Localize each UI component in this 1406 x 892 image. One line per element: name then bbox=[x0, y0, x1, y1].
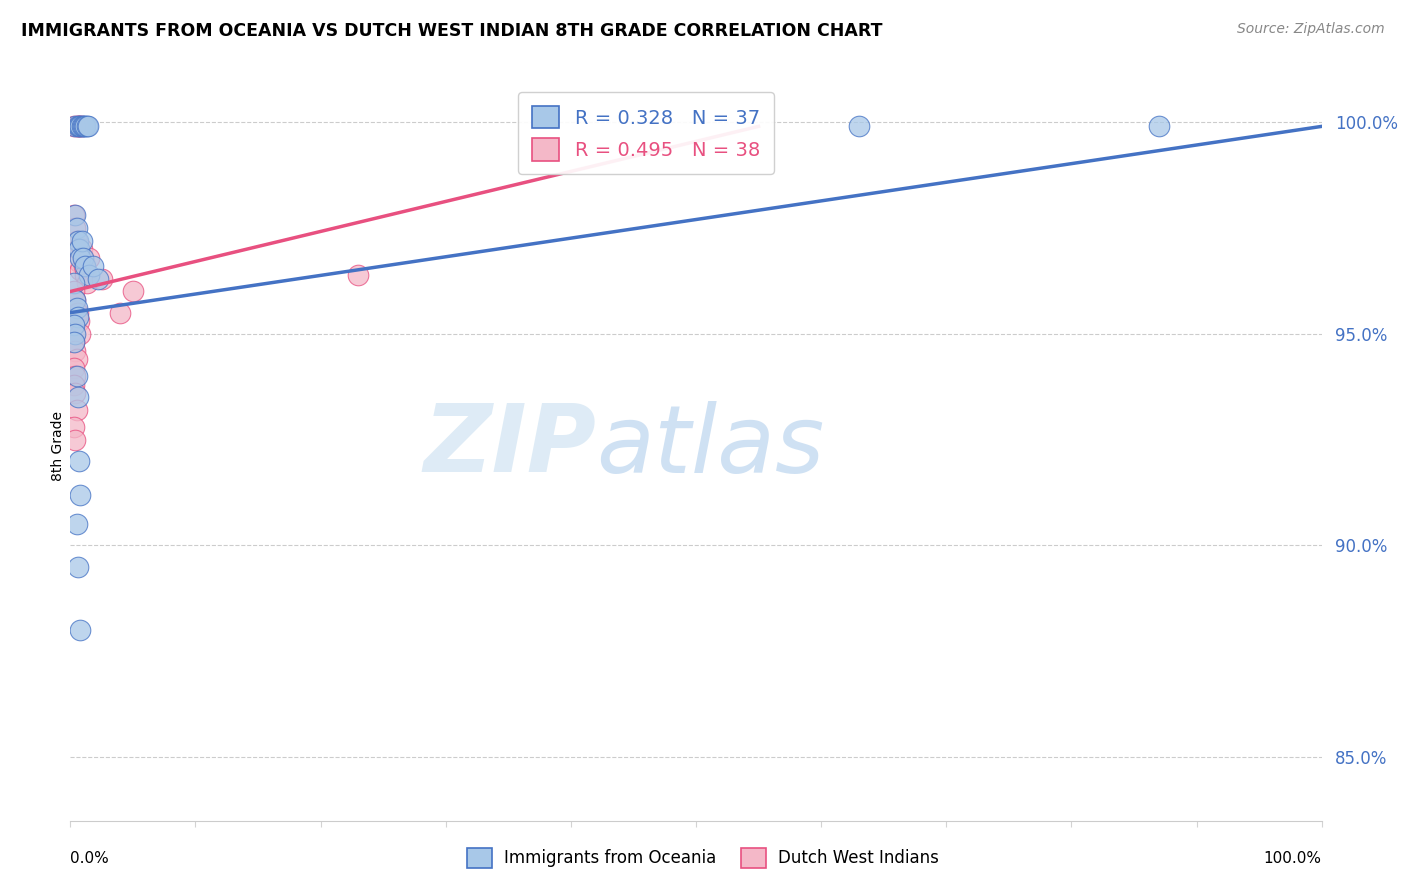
Text: 100.0%: 100.0% bbox=[1264, 851, 1322, 866]
Point bbox=[69, 326, 91, 341]
Point bbox=[63, 276, 86, 290]
Legend: Immigrants from Oceania, Dutch West Indians: Immigrants from Oceania, Dutch West Indi… bbox=[461, 841, 945, 875]
Y-axis label: 8th Grade: 8th Grade bbox=[51, 411, 65, 481]
Point bbox=[65, 326, 87, 341]
Point bbox=[72, 120, 94, 134]
Point bbox=[63, 318, 86, 333]
Point bbox=[63, 208, 86, 222]
Point bbox=[63, 377, 86, 392]
Point bbox=[77, 268, 100, 282]
Point bbox=[1147, 120, 1170, 134]
Point bbox=[69, 120, 91, 134]
Point bbox=[75, 120, 97, 134]
Point bbox=[75, 259, 97, 273]
Point bbox=[66, 310, 89, 324]
Point bbox=[65, 221, 87, 235]
Point bbox=[66, 242, 89, 256]
Point bbox=[65, 208, 87, 222]
Point bbox=[65, 433, 87, 447]
Point bbox=[67, 255, 90, 269]
Point bbox=[65, 352, 87, 367]
Point bbox=[77, 251, 100, 265]
Point bbox=[73, 120, 96, 134]
Point bbox=[75, 268, 97, 282]
Point bbox=[63, 120, 86, 134]
Point bbox=[70, 234, 93, 248]
Point bbox=[70, 242, 93, 256]
Point bbox=[72, 251, 94, 265]
Legend: R = 0.328   N = 37, R = 0.495   N = 38: R = 0.328 N = 37, R = 0.495 N = 38 bbox=[519, 92, 773, 174]
Point bbox=[65, 343, 87, 358]
Point bbox=[76, 276, 98, 290]
Point bbox=[66, 234, 89, 248]
Point bbox=[69, 623, 91, 637]
Point bbox=[63, 285, 86, 299]
Point bbox=[69, 263, 91, 277]
Point bbox=[82, 259, 104, 273]
Point bbox=[65, 301, 87, 316]
Text: 0.0%: 0.0% bbox=[70, 851, 110, 866]
Point bbox=[63, 335, 86, 350]
Point bbox=[66, 120, 89, 134]
Point bbox=[848, 120, 870, 134]
Point bbox=[121, 285, 145, 299]
Point bbox=[110, 306, 132, 320]
Point bbox=[69, 120, 91, 134]
Point bbox=[67, 120, 90, 134]
Point bbox=[69, 251, 91, 265]
Point bbox=[72, 251, 94, 265]
Point bbox=[67, 454, 90, 468]
Text: IMMIGRANTS FROM OCEANIA VS DUTCH WEST INDIAN 8TH GRADE CORRELATION CHART: IMMIGRANTS FROM OCEANIA VS DUTCH WEST IN… bbox=[21, 22, 883, 40]
Point bbox=[63, 360, 86, 375]
Point bbox=[90, 272, 112, 286]
Point bbox=[63, 335, 86, 350]
Point bbox=[65, 234, 87, 248]
Point bbox=[65, 120, 87, 134]
Point bbox=[76, 120, 98, 134]
Point bbox=[66, 120, 89, 134]
Point bbox=[65, 403, 87, 417]
Point bbox=[67, 120, 90, 134]
Text: ZIP: ZIP bbox=[423, 400, 596, 492]
Point bbox=[70, 120, 93, 134]
Point bbox=[65, 306, 87, 320]
Point bbox=[65, 369, 87, 384]
Point bbox=[76, 120, 98, 134]
Point bbox=[70, 120, 93, 134]
Point bbox=[65, 369, 87, 384]
Text: atlas: atlas bbox=[596, 401, 824, 491]
Point bbox=[65, 120, 87, 134]
Point bbox=[65, 293, 87, 307]
Point bbox=[69, 488, 91, 502]
Point bbox=[73, 259, 96, 273]
Point bbox=[87, 272, 110, 286]
Point bbox=[67, 314, 90, 328]
Point bbox=[65, 293, 87, 307]
Point bbox=[65, 517, 87, 532]
Point bbox=[66, 306, 89, 320]
Point bbox=[67, 242, 90, 256]
Point bbox=[65, 221, 87, 235]
Point bbox=[63, 420, 86, 434]
Point bbox=[347, 268, 370, 282]
Point bbox=[66, 390, 89, 404]
Point bbox=[65, 386, 87, 401]
Text: Source: ZipAtlas.com: Source: ZipAtlas.com bbox=[1237, 22, 1385, 37]
Point bbox=[66, 559, 89, 574]
